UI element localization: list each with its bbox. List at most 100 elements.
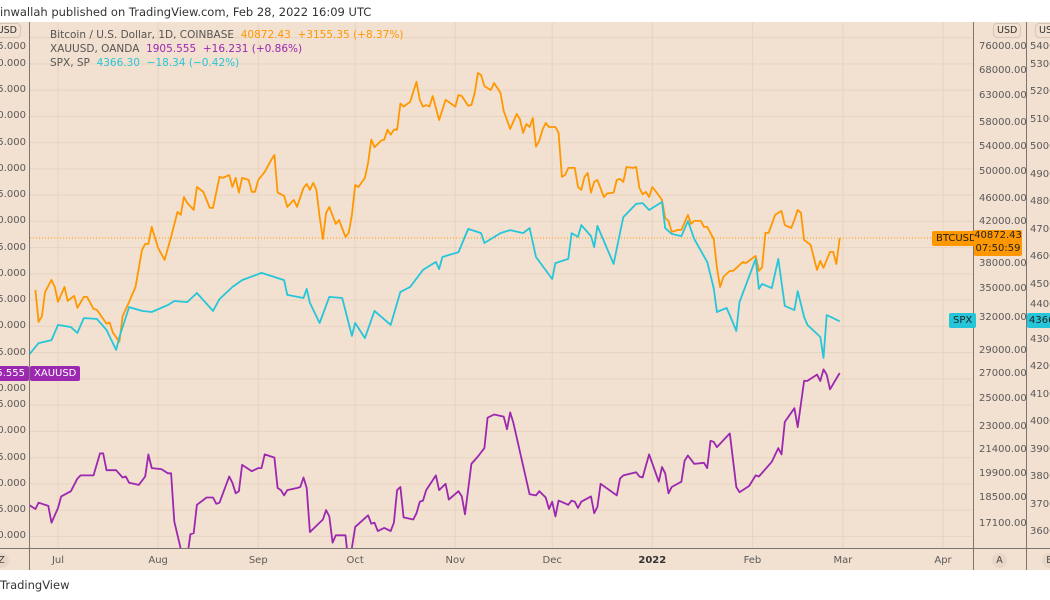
xauusd-axis-tick-label: 1775.000 [0,504,26,516]
legend-change: −18.34 (−0.42%) [146,57,240,69]
grid [30,22,973,548]
series-lines [30,72,973,548]
xauusd-axis-tick-label: 2125.000 [0,136,26,148]
spx-axis-tick-label: 4900.00 [1030,168,1050,180]
time-axis-tick-label: Apr [934,555,952,566]
spx-line [30,201,841,359]
spx-price-badge: 4366.30 [1027,313,1050,328]
xauusd-price-badge-wrap: 1905.555 [0,366,29,381]
btcusd-axis-tick-label: 63000.00 [979,90,1026,102]
xauusd-axis-tick-label: 2150.000 [0,110,26,122]
btcusd-price-axis[interactable]: 76000.00 68000.00 63000.00 58000.00 54000.00… [974,22,1026,548]
xauusd-axis-tick-label: 1800.000 [0,477,26,489]
btc-currency-badge[interactable]: USD [993,23,1022,38]
btcusd-line [34,72,841,343]
spx-axis-tick-label: 4300.00 [1030,333,1050,345]
xauusd-axis-tick-label: 1925.000 [0,346,26,358]
spx-axis-tick-label: 4600.00 [1030,251,1050,262]
xauusd-axis-tick-label: 2050.000 [0,215,26,227]
btcusd-axis-tick-label: 76000.00 [979,41,1026,52]
scale-b-button[interactable]: B [1042,553,1050,568]
spx-axis-tick-label: 3600.00 [1030,526,1050,537]
time-axis-tick-label: 2022 [638,555,667,566]
btcusd-axis-tick-label: 29000.00 [979,344,1026,356]
btcusd-axis-tick-label: 50000.00 [979,165,1026,177]
btcusd-last-price: 40872.43 [974,230,1022,241]
xauusd-axis-tick-label: 1950.000 [0,320,26,332]
xauusd-axis-tick-label: 1750.000 [0,530,26,542]
time-axis-tick-label: Aug [148,555,168,566]
legend-change: +3155.35 (+8.37%) [297,29,404,41]
btcusd-axis-tick-label: 32000.00 [979,312,1026,324]
spx-axis-tick-label: 5400.00 [1030,41,1050,52]
btcusd-axis-tick-label: 54000.00 [979,140,1026,152]
spx-axis-tick-label: 4000.00 [1030,416,1050,427]
btcusd-axis-tick-label: 27000.00 [979,367,1026,379]
legend-price: 40872.43 [240,29,291,41]
xauusd-axis-tick-label: 2075.000 [0,189,26,201]
spx-currency-badge[interactable]: USD [1035,23,1050,38]
spx-axis-tick-label: 4100.00 [1030,388,1050,400]
left-currency-badge[interactable]: USD [0,23,21,38]
legend-row-btc[interactable]: Bitcoin / U.S. Dollar, 1D, COINBASE 4087… [50,29,403,42]
spx-axis-tick-label: 5300.00 [1030,58,1050,70]
legend-change: +16.231 (+0.86%) [202,43,303,55]
xauusd-axis-tick-label: 2100.000 [0,162,26,174]
spx-axis-tick-label: 4400.00 [1030,299,1050,310]
btcusd-price-badge: 40872.43 07:50:59 [974,230,1022,256]
chart-area[interactable] [0,22,1050,570]
xauusd-axis-tick-label: 1825.000 [0,451,26,463]
time-axis-tick-label: Dec [542,555,562,566]
btcusd-axis-tick-label: 17100.00 [979,517,1026,529]
btcusd-axis-tick-label: 68000.00 [979,65,1026,76]
xauusd-line-tag: XAUUSD [30,366,81,381]
spx-axis-divider [1026,22,1027,570]
legend-row-xauusd[interactable]: XAUUSD, OANDA 1905.555 +16.231 (+0.86%) [50,43,302,56]
spx-axis-tick-label: 5000.00 [1030,141,1050,152]
xauusd-price-axis[interactable]: 2225.000 2200.000 2175.000 2150.000 2125.000… [0,22,29,548]
btcusd-axis-tick-label: 35000.00 [979,282,1026,294]
spx-axis-tick-label: 5200.00 [1030,86,1050,97]
xauusd-line [30,368,841,548]
xauusd-axis-tick-label: 1875.000 [0,399,26,411]
spx-axis-tick-label: 4200.00 [1030,361,1050,372]
time-axis-tick-label: Jul [51,555,65,566]
left-currency-wrap: USD [0,23,29,39]
btcusd-axis-tick-label: 19900.00 [979,468,1026,480]
tradingview-brand: TradingView [0,578,70,592]
spx-axis-tick-label: 3700.00 [1030,498,1050,510]
spx-axis-tick-label: 3900.00 [1030,443,1050,455]
spx-axis-tick-label: 4500.00 [1030,278,1050,290]
legend-symbol: XAUUSD, OANDA [50,43,140,55]
timezone-button[interactable]: Z [0,553,9,568]
btcusd-axis-tick-label: 38000.00 [979,258,1026,269]
time-axis-tick-label: Sep [248,555,268,566]
xauusd-axis-tick-label: 2000.000 [0,267,26,279]
spx-price-axis[interactable]: 5400.00 5300.00 5200.00 5100.00 5000.00 4900.… [1027,22,1050,548]
btc-axis-divider [973,22,974,570]
xauusd-axis-tick-label: 2175.000 [0,84,26,96]
time-axis-divider [0,548,1050,549]
auto-scale-button[interactable]: A [992,553,1007,568]
btcusd-axis-tick-label: 25000.00 [979,393,1026,405]
legend-row-spx[interactable]: SPX, SP 4366.30 −18.34 (−0.42%) [50,57,239,70]
time-axis-tick-label: Mar [833,555,853,566]
xauusd-price-badge: 1905.555 [0,366,29,381]
btcusd-line-tag: BTCUSD [932,231,981,246]
xauusd-axis-tick-label: 1850.000 [0,425,26,437]
spx-axis-tick-label: 5100.00 [1030,113,1050,125]
xauusd-axis-tick-label: 2025.000 [0,241,26,253]
legend-symbol: Bitcoin / U.S. Dollar, 1D, COINBASE [50,29,235,41]
btcusd-axis-tick-label: 58000.00 [979,117,1026,129]
footer: TradingView [0,570,1050,600]
xauusd-axis-tick-label: 1975.000 [0,294,26,306]
xauusd-axis-tick-label: 2225.000 [0,41,26,52]
legend-price: 4366.30 [96,57,140,69]
publish-text: inwallah published on TradingView.com, F… [0,5,372,19]
timezone-button-wrap: Z [0,552,29,570]
spx-line-tag: SPX [949,313,977,328]
btcusd-axis-tick-label: 18500.00 [979,491,1026,503]
spx-axis-tick-label: 4700.00 [1030,223,1050,235]
btcusd-axis-tick-label: 46000.00 [979,193,1026,205]
